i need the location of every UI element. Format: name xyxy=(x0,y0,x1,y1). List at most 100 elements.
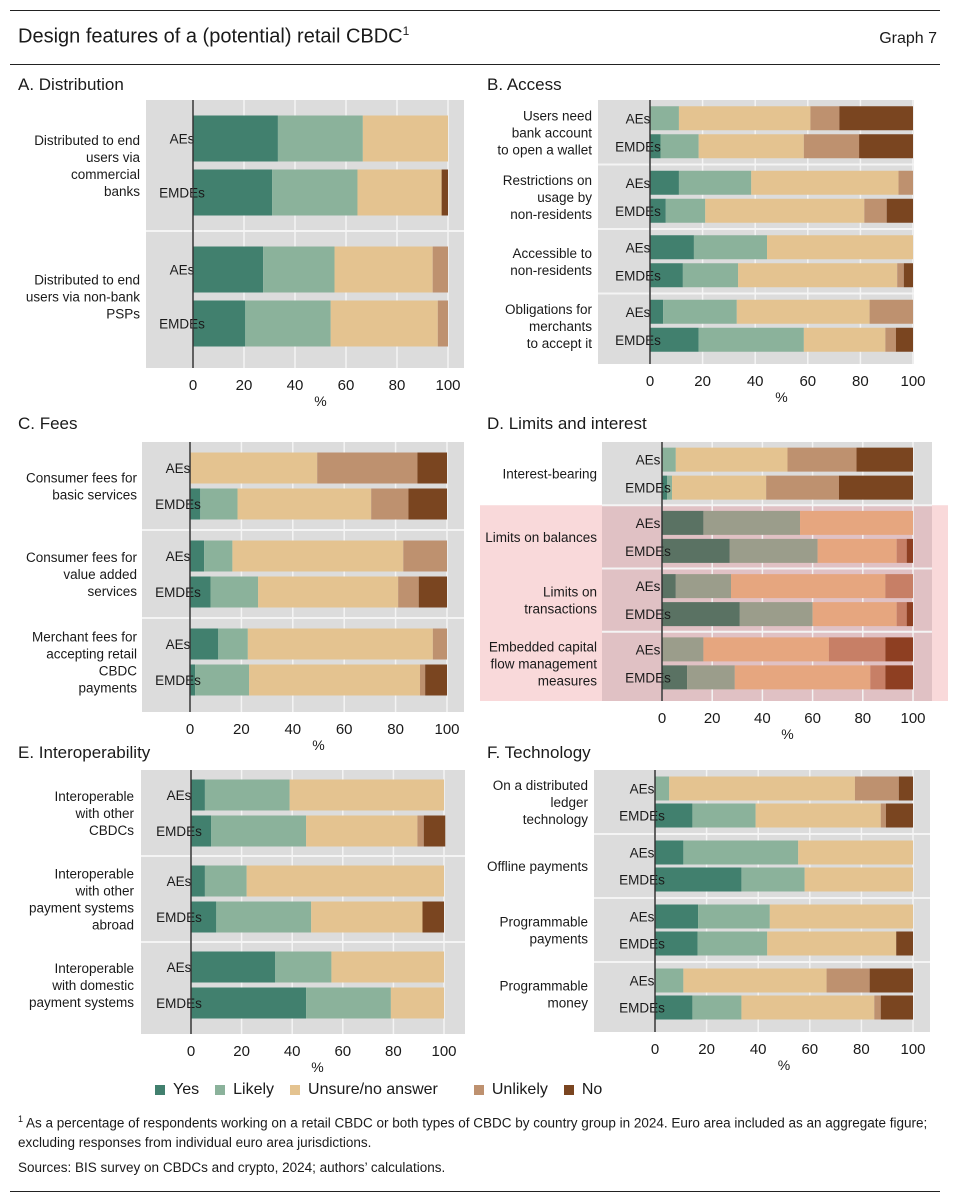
bar-segment-yes xyxy=(193,115,278,162)
bar-segment-no xyxy=(423,815,446,847)
bar-segment-likely xyxy=(275,951,332,983)
group-label: Merchant fees for xyxy=(32,630,138,645)
x-tick-label: 40 xyxy=(754,710,771,727)
group-label: Users need xyxy=(523,108,592,123)
group-label: payments xyxy=(78,681,137,696)
panel-title-F: F. Technology xyxy=(487,743,591,762)
bar-label: EMDEs xyxy=(615,268,661,283)
bar-segment-unsure-no-answer xyxy=(703,637,829,662)
x-axis-label: % xyxy=(781,726,793,742)
bar-segment-yes xyxy=(191,779,205,811)
group-label: abroad xyxy=(92,918,134,933)
legend-label: No xyxy=(581,1081,603,1098)
legend-label: Yes xyxy=(173,1081,200,1098)
group-label: with other xyxy=(74,806,134,821)
top-rule xyxy=(10,10,940,11)
bar-segment-yes xyxy=(191,951,276,983)
bar-segment-yes xyxy=(662,602,740,627)
bar-segment-no xyxy=(417,452,447,484)
bar-segment-no xyxy=(906,538,913,563)
bar-label: AEs xyxy=(636,579,661,594)
chart-panel-D: AEs EMDEs Interest-bearing AEs EMDEs Limits o… xyxy=(480,442,948,742)
bar-segment-unsure-no-answer xyxy=(767,235,913,260)
bar-segment-unsure-no-answer xyxy=(390,987,444,1019)
bar-label: AEs xyxy=(166,549,191,564)
bar-label: EMDEs xyxy=(625,670,671,685)
panel-title-E: E. Interoperability xyxy=(18,743,151,762)
bar-segment-likely xyxy=(678,170,752,195)
bar-segment-unsure-no-answer xyxy=(698,134,804,159)
bar-segment-yes xyxy=(650,170,679,195)
group-label: Obligations for xyxy=(505,302,593,317)
bar-segment-unsure-no-answer xyxy=(237,488,372,520)
group-label: with other xyxy=(74,884,134,899)
x-tick-label: 80 xyxy=(853,1041,870,1058)
bar-segment-unlikely xyxy=(885,574,913,599)
x-tick-label: 60 xyxy=(336,721,353,738)
bar-segment-likely xyxy=(660,134,699,159)
legend-swatch xyxy=(290,1085,301,1095)
bar-segment-no xyxy=(885,803,913,828)
group-label: non-residents xyxy=(510,207,592,222)
bar-segment-likely xyxy=(683,840,799,865)
bar-label: EMDEs xyxy=(619,873,665,888)
group-label: transactions xyxy=(524,602,597,617)
bar-segment-yes xyxy=(662,574,676,599)
group-label: measures xyxy=(538,673,598,688)
sources-note: Sources: BIS survey on CBDCs and crypto,… xyxy=(18,1160,446,1175)
group-label: CBDC xyxy=(99,664,138,679)
bar-segment-unsure-no-answer xyxy=(683,968,827,993)
chart-panel-E: AEs EMDEs Interoperable with other CBDCs AEs E… xyxy=(29,770,465,1075)
bar-segment-likely xyxy=(682,263,739,288)
bar-segment-unsure-no-answer xyxy=(812,602,897,627)
group-label: Restrictions on xyxy=(503,173,592,188)
graph-number: Graph 7 xyxy=(879,30,937,47)
bar-segment-unsure-no-answer xyxy=(798,840,913,865)
group-label: banks xyxy=(104,184,140,199)
bar-segment-yes xyxy=(662,510,704,535)
bar-segment-unlikely xyxy=(826,968,870,993)
bar-segment-unlikely xyxy=(885,327,896,352)
x-tick-label: 80 xyxy=(852,373,869,390)
bar-segment-yes xyxy=(190,540,205,572)
x-tick-label: 20 xyxy=(233,721,250,738)
bar-segment-unlikely xyxy=(787,447,857,472)
bar-segment-yes xyxy=(190,488,201,520)
x-axis-label: % xyxy=(312,737,324,753)
group-label: ledger xyxy=(550,795,588,810)
bar-segment-likely xyxy=(216,901,312,933)
footnote-text: As a percentage of respondents working o… xyxy=(18,1115,928,1150)
bar-segment-likely xyxy=(663,299,737,324)
x-tick-label: 60 xyxy=(804,710,821,727)
bar-segment-unlikely xyxy=(898,170,913,195)
legend-swatch xyxy=(473,1085,484,1095)
bar-segment-yes xyxy=(650,263,683,288)
group-label: users via non-bank xyxy=(26,290,140,305)
x-tick-label: 0 xyxy=(646,373,654,390)
bar-segment-no xyxy=(418,576,447,608)
bar-segment-unlikely xyxy=(810,106,840,131)
group-label: Distributed to end xyxy=(34,273,140,288)
bar-segment-likely xyxy=(662,447,676,472)
x-tick-label: 0 xyxy=(189,377,197,394)
group-label: to open a wallet xyxy=(497,142,592,157)
bar-segment-unlikely xyxy=(897,263,904,288)
legend-label: Unsure/no answer xyxy=(308,1081,438,1098)
x-tick-label: 100 xyxy=(434,721,459,738)
bar-segment-unsure-no-answer xyxy=(672,475,767,500)
bar-segment-yes xyxy=(655,867,742,892)
bar-segment-likely xyxy=(272,169,358,216)
bar-segment-likely xyxy=(675,574,732,599)
group-label: value added xyxy=(63,567,137,582)
x-tick-label: 40 xyxy=(287,377,304,394)
panel-title-A: A. Distribution xyxy=(18,75,124,94)
bar-segment-yes xyxy=(655,931,698,956)
x-axis-label: % xyxy=(775,389,787,405)
bar-segment-no xyxy=(896,931,913,956)
group-label: Consumer fees for xyxy=(26,550,138,565)
bar-segment-yes xyxy=(193,300,246,347)
group-label: bank account xyxy=(512,125,593,140)
bar-segment-unlikely xyxy=(874,995,881,1020)
bar-label: AEs xyxy=(167,788,192,803)
bar-segment-likely xyxy=(655,968,684,993)
